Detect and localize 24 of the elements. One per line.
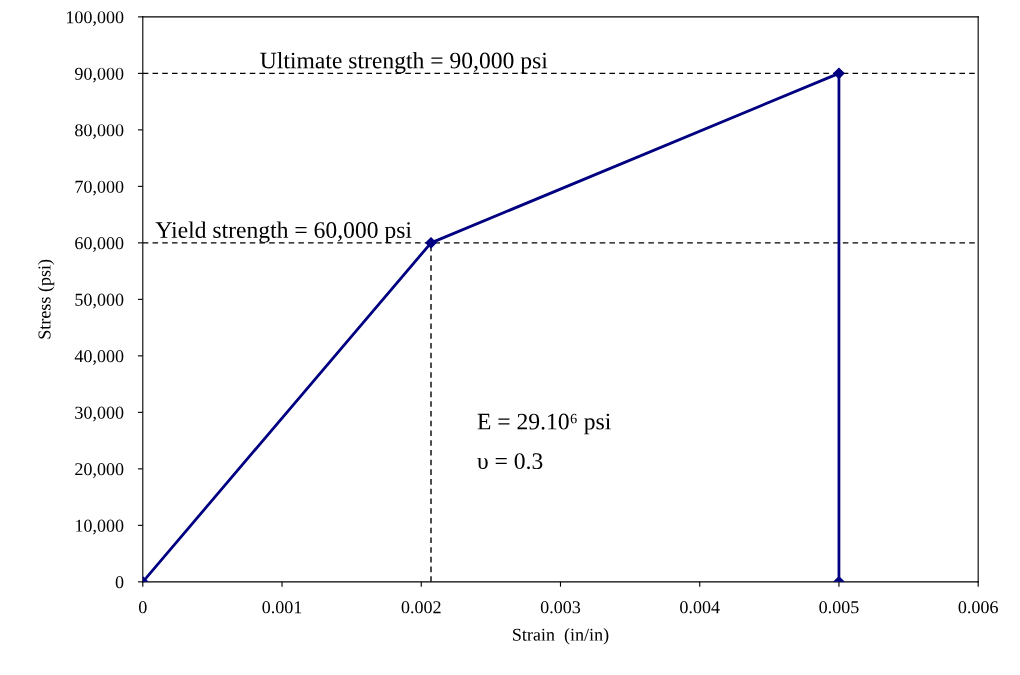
y-tick-label: 70,000	[75, 180, 124, 196]
y-tick-label: 90,000	[74, 67, 124, 83]
annotation: E = 29.10⁶ psi	[477, 413, 611, 435]
ref-line-label: Yield strength = 60,000 psi	[155, 221, 412, 243]
y-axis-title: Stress (psi)	[37, 259, 55, 339]
annotation: υ = 0.3	[477, 453, 543, 470]
y-tick-label: 40,000	[74, 350, 124, 365]
y-tick-label: 60,000	[75, 237, 124, 252]
x-tick-label: 0.002	[401, 601, 441, 614]
x-tick-label: 0.003	[540, 601, 581, 614]
y-tick-label: 30,000	[75, 406, 124, 422]
y-tick-label: 0	[115, 576, 124, 589]
y-tick-label: 80,000	[75, 124, 124, 139]
y-tick-label: 50,000	[75, 293, 124, 309]
ref-line-label: Ultimate strength = 90,000 psi	[260, 51, 548, 74]
x-tick-label: 0.005	[819, 601, 859, 614]
x-tick-label: 0.004	[680, 601, 720, 614]
y-tick-label: 10,000	[75, 519, 124, 535]
y-tick-label: 20,000	[75, 463, 124, 478]
x-axis-title: Strain (in/in)	[513, 628, 609, 645]
x-tick-label: 0.001	[262, 601, 302, 614]
y-tick-label: 100,000	[66, 11, 124, 26]
x-tick-label: 0	[138, 601, 147, 614]
x-tick-label: 0.006	[958, 601, 998, 614]
